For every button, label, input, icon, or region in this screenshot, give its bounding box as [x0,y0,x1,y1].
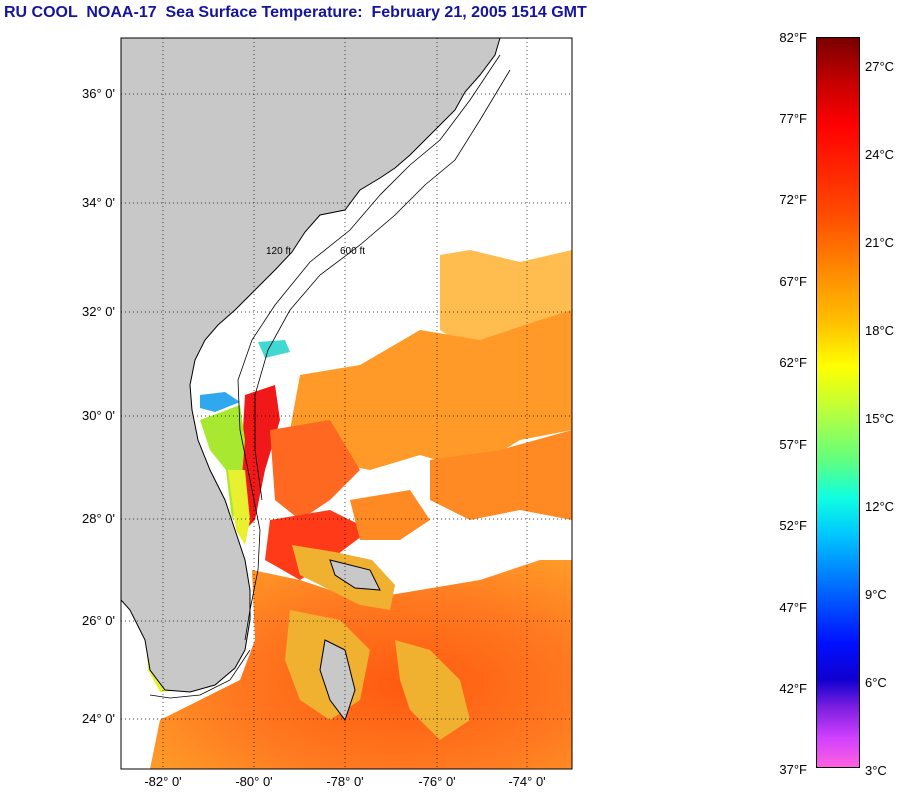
contour-label-deep: 600 ft [340,246,366,257]
colorbar-label-f: 47°F [779,600,807,615]
lat-label-36: 36° 0' [82,86,115,101]
sea-surface-temperature-layer [145,250,572,769]
temperature-colorbar [816,37,860,768]
colorbar-label-f: 72°F [779,192,807,207]
lat-label-30: 30° 0' [82,408,115,423]
map-frame [120,37,573,770]
colorbar-label-c: 18°C [865,323,895,338]
colorbar-label-f: 77°F [779,111,807,126]
lat-label-34: 34° 0' [82,195,115,210]
lon-label-80w: -80° 0' [235,774,273,789]
map-title: RU COOL NOAA-17 Sea Surface Temperature:… [4,4,587,21]
colorbar-label-c: 15°C [865,411,895,426]
colorbar-label-c: 24°C [865,147,895,162]
colorbar-label-c: 3°C [865,763,887,778]
lat-label-26: 26° 0' [82,613,115,628]
colorbar-label-f: 37°F [779,762,807,777]
colorbar-label-f: 62°F [779,355,807,370]
colorbar-label-c: 12°C [865,499,895,514]
colorbar-label-f: 57°F [779,437,807,452]
colorbar-label-f: 42°F [779,681,807,696]
lon-label-74w: -74° 0' [508,774,546,789]
lon-label-82w: -82° 0' [144,774,182,789]
lat-label-24: 24° 0' [82,711,115,726]
colorbar-label-f: 52°F [779,518,807,533]
colorbar-label-c: 21°C [865,235,895,250]
contour-label-shallow: 120 ft [266,246,292,257]
colorbar-label-c: 6°C [865,675,887,690]
depth-contours [149,54,511,699]
lon-label-78w: -78° 0' [326,774,364,789]
colorbar-label-f: 67°F [779,274,807,289]
colorbar-label-c: 27°C [865,59,895,74]
lat-label-32: 32° 0' [82,304,115,319]
colorbar-label-f: 82°F [779,30,807,45]
land-mass [121,38,501,693]
lat-label-28: 28° 0' [82,511,115,526]
colorbar-label-c: 9°C [865,587,887,602]
lon-label-76w: -76° 0' [418,774,456,789]
